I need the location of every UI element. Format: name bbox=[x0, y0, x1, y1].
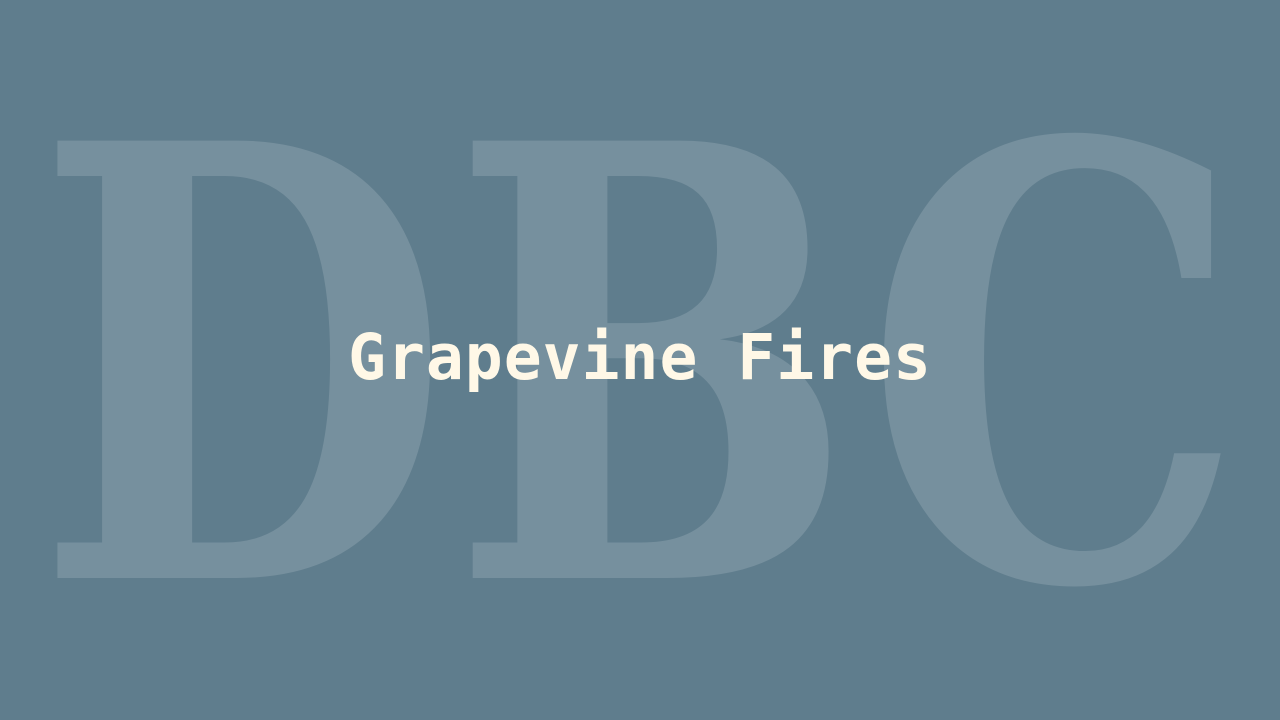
watermark-letters: DBC bbox=[35, 15, 1245, 720]
page-title: Grapevine Fires bbox=[348, 321, 932, 394]
